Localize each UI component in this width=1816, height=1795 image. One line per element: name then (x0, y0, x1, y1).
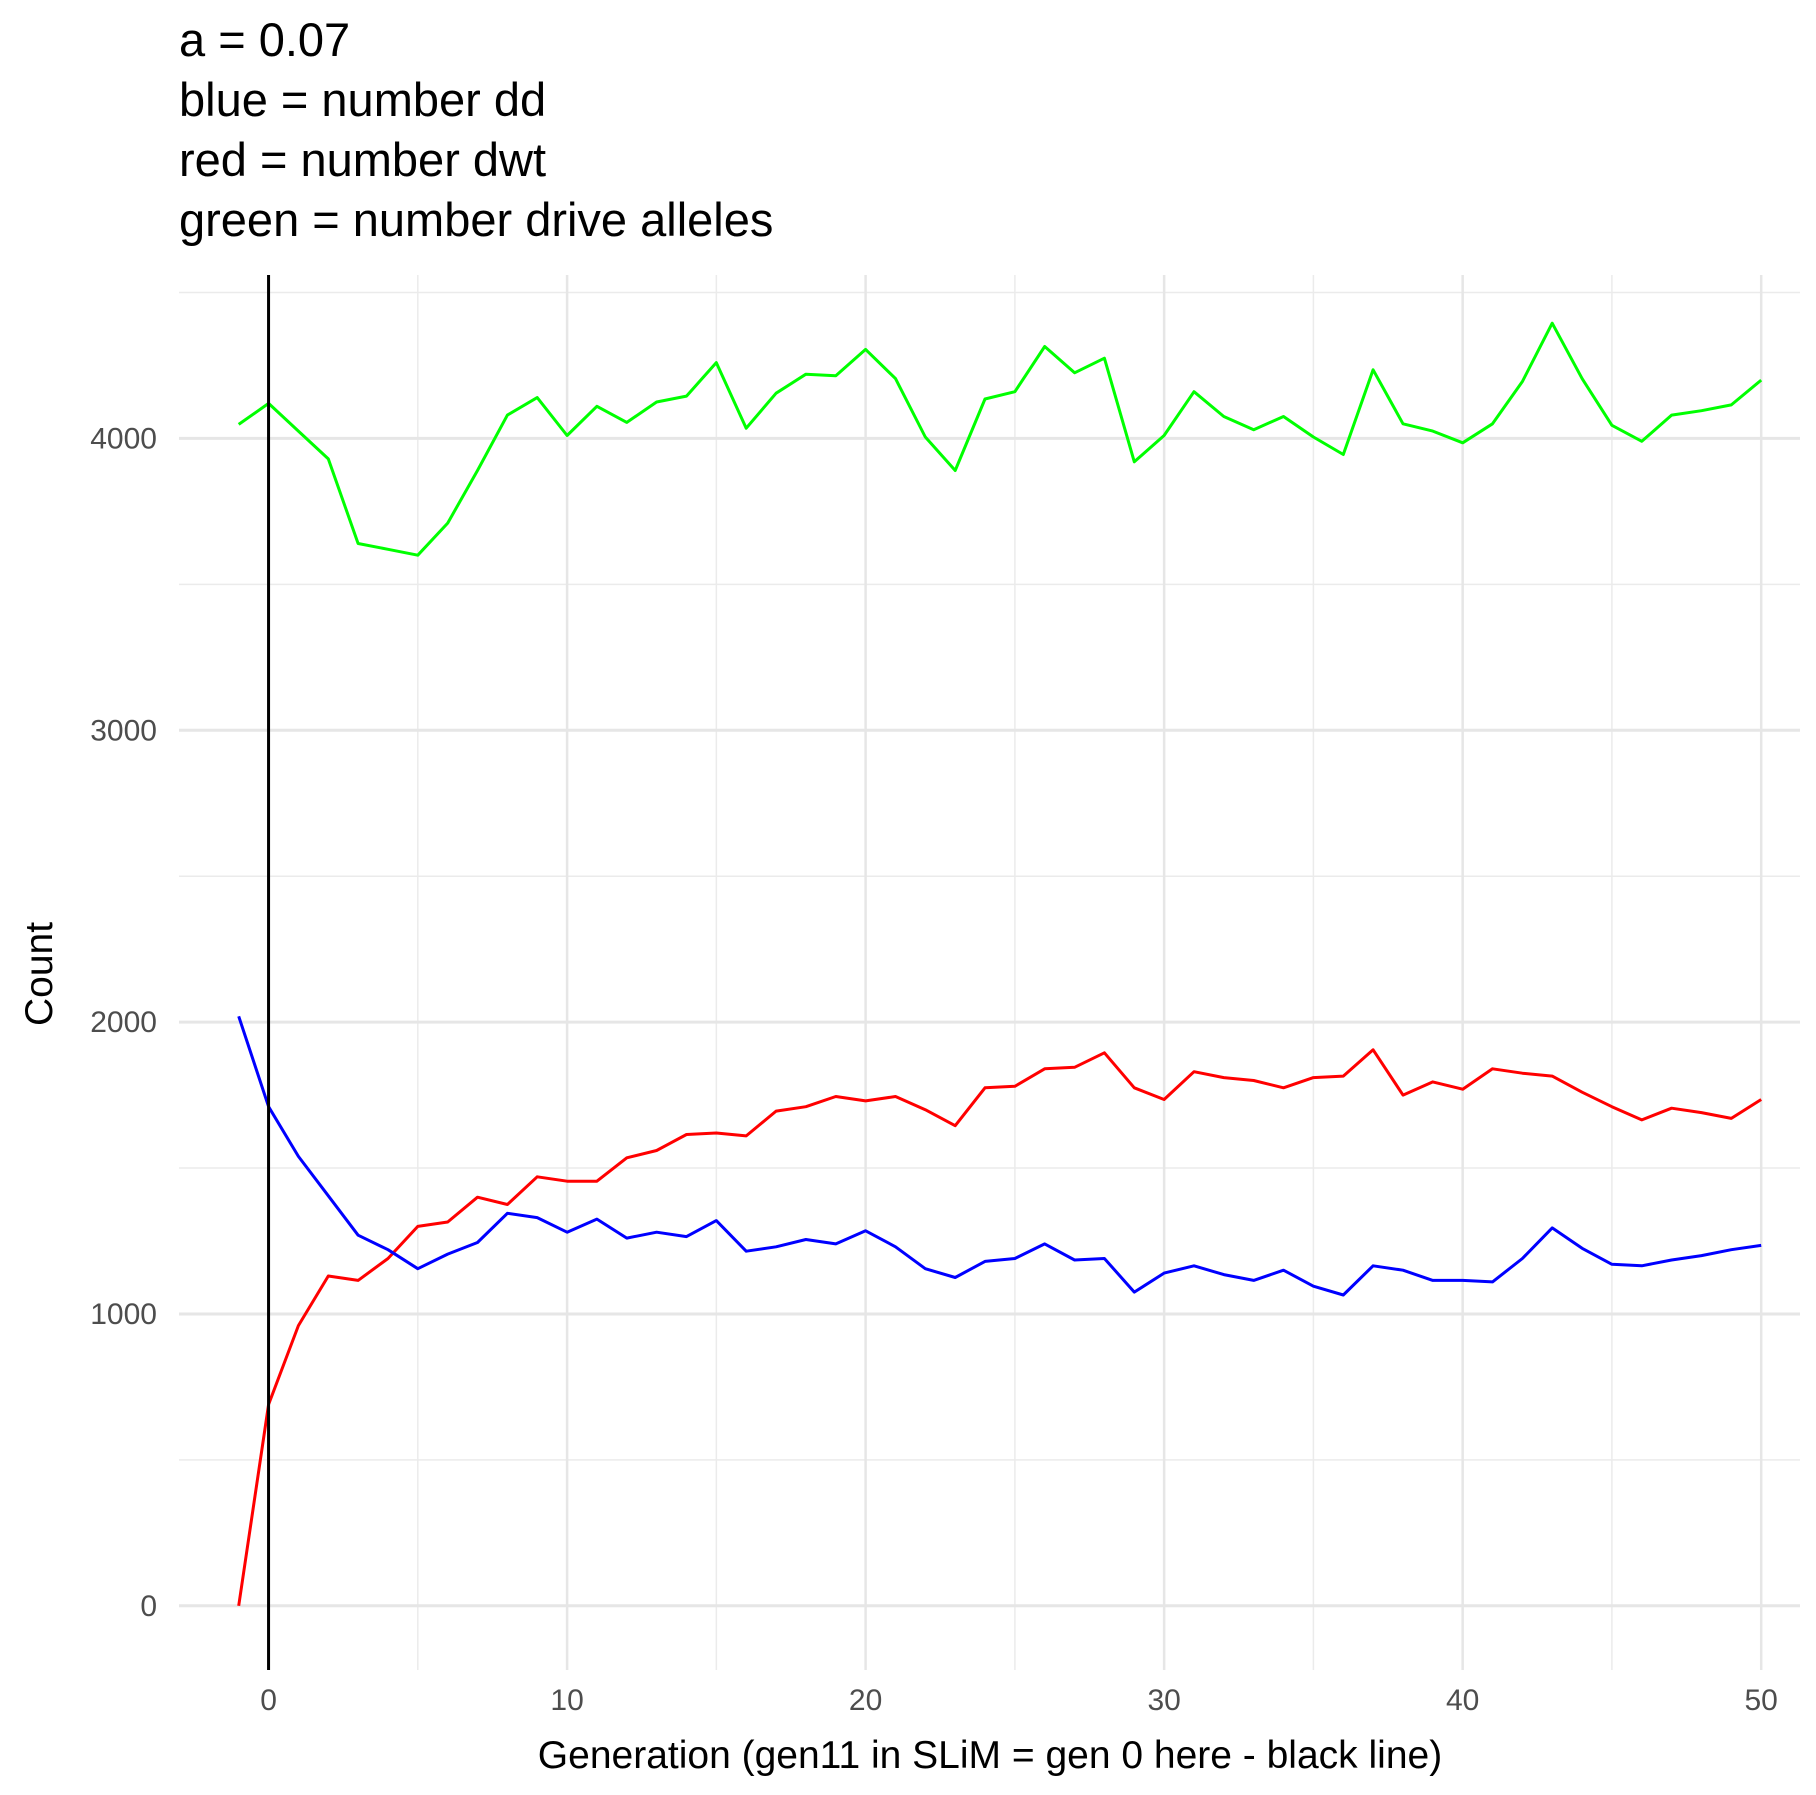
major-gridlines (179, 275, 1800, 1670)
title-line-2: blue = number dd (179, 73, 547, 126)
series-lines (237, 321, 1763, 1607)
y-tick-label: 1000 (90, 1298, 157, 1331)
y-tick-label: 4000 (90, 422, 157, 455)
x-axis-tick-labels: 0 10 20 30 40 50 (260, 1684, 1778, 1717)
x-axis-title: Generation (gen11 in SLiM = gen 0 here -… (538, 1734, 1442, 1777)
series-line-3 (237, 1015, 1762, 1297)
x-tick-label: 40 (1446, 1684, 1479, 1717)
y-axis-title: Count (18, 922, 61, 1026)
title-line-3: red = number dwt (179, 133, 547, 186)
title-line-4: green = number drive alleles (179, 193, 774, 246)
x-tick-label: 10 (550, 1684, 583, 1717)
y-axis-tick-labels: 0 1000 2000 3000 4000 (90, 422, 157, 1622)
x-tick-label: 50 (1745, 1684, 1778, 1717)
x-tick-label: 0 (260, 1684, 277, 1717)
minor-gridlines (179, 275, 1800, 1670)
title-line-1: a = 0.07 (179, 13, 351, 66)
x-tick-label: 30 (1147, 1684, 1180, 1717)
series-line-1 (237, 321, 1763, 557)
series-line-2 (237, 1048, 1763, 1607)
chart-title: a = 0.07 blue = number dd red = number d… (179, 10, 773, 250)
y-tick-label: 3000 (90, 714, 157, 747)
y-tick-label: 2000 (90, 1006, 157, 1039)
y-tick-label: 0 (140, 1590, 157, 1623)
x-tick-label: 20 (849, 1684, 882, 1717)
